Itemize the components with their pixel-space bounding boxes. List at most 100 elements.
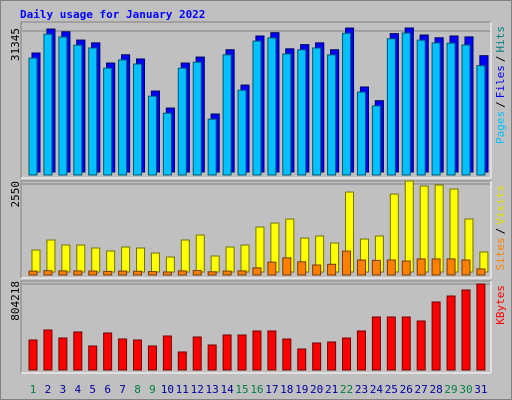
bar (136, 247, 146, 273)
x-tick-label: 10 (161, 383, 174, 396)
bar (28, 270, 38, 276)
legend-entry: KBytes (494, 285, 507, 325)
x-tick-label: 15 (235, 383, 248, 396)
bar (297, 261, 307, 276)
bar (118, 59, 128, 176)
x-tick-label: 3 (60, 383, 67, 396)
legend-entry: Files (494, 65, 507, 98)
bar (73, 270, 83, 276)
bar (431, 42, 441, 176)
legend-entry: Sites (494, 237, 507, 270)
bar (103, 270, 113, 276)
bar (162, 271, 172, 276)
bar (267, 261, 277, 276)
y-tick-label: 31345 (9, 28, 22, 61)
bar (192, 336, 202, 371)
x-tick-label: 2 (45, 383, 52, 396)
bar (431, 301, 441, 371)
bar (133, 63, 143, 176)
bar (476, 268, 486, 276)
bar (267, 37, 277, 176)
x-tick-label: 14 (220, 383, 234, 396)
bar (225, 246, 235, 273)
bar (43, 33, 53, 176)
bar (255, 226, 265, 273)
bar (73, 331, 83, 371)
bar (61, 244, 71, 273)
x-tick-label: 11 (176, 383, 189, 396)
bar (133, 270, 143, 276)
bar (162, 112, 172, 176)
bar (118, 270, 128, 276)
bar (222, 270, 232, 276)
x-tick-label: 26 (400, 383, 413, 396)
bar (342, 32, 352, 176)
x-tick-label: 24 (370, 383, 384, 396)
bar (195, 234, 205, 273)
chart-title: Daily usage for January 2022 (20, 8, 205, 21)
x-tick-label: 29 (444, 383, 457, 396)
x-tick-label: 7 (119, 383, 126, 396)
x-tick-label: 1 (30, 383, 37, 396)
y-tick-label: 2550 (9, 181, 22, 208)
bar (282, 338, 292, 371)
bar (103, 67, 113, 176)
bar (58, 337, 68, 371)
x-tick-label: 19 (295, 383, 308, 396)
bar (180, 239, 190, 273)
bar (476, 65, 486, 176)
bar (356, 91, 366, 176)
x-tick-label: 31 (474, 383, 487, 396)
bar (207, 118, 217, 176)
x-tick-label: 9 (149, 383, 156, 396)
bar (282, 257, 292, 276)
bar (177, 67, 187, 176)
bar (222, 54, 232, 176)
x-tick-label: 28 (429, 383, 442, 396)
x-tick-label: 27 (415, 383, 428, 396)
bar (207, 344, 217, 371)
bar (76, 244, 86, 273)
x-tick-label: 25 (385, 383, 398, 396)
bar (386, 259, 396, 276)
bar (297, 49, 307, 176)
x-tick-label: 5 (89, 383, 96, 396)
y-tick-label: 804218 (9, 281, 22, 321)
bar (386, 316, 396, 371)
bar (222, 334, 232, 371)
x-tick-label: 22 (340, 383, 353, 396)
legend-entry: Visits (494, 185, 507, 225)
bar (401, 316, 411, 371)
bar (461, 259, 471, 276)
x-tick-label: 23 (355, 383, 368, 396)
bar (240, 244, 250, 273)
bar (28, 57, 38, 176)
bar (165, 256, 175, 273)
legend-separator: / (494, 228, 507, 235)
bar (327, 341, 337, 371)
bar (207, 271, 217, 276)
x-tick-label: 18 (280, 383, 293, 396)
bar (150, 252, 160, 273)
bar (58, 36, 68, 176)
bar (401, 32, 411, 176)
bar (237, 270, 247, 276)
bar (356, 259, 366, 276)
bar (342, 250, 352, 276)
bar (404, 180, 414, 273)
bar (58, 270, 68, 276)
bar (371, 105, 381, 176)
bar (210, 255, 220, 273)
bar (237, 334, 247, 371)
legend-separator: / (494, 56, 507, 63)
bar (476, 283, 486, 371)
bar (252, 330, 262, 371)
bar (461, 44, 471, 176)
bar (371, 316, 381, 371)
bar (297, 348, 307, 371)
bar (118, 338, 128, 371)
x-tick-label: 6 (104, 383, 111, 396)
x-tick-label: 16 (250, 383, 263, 396)
bar (147, 271, 157, 276)
